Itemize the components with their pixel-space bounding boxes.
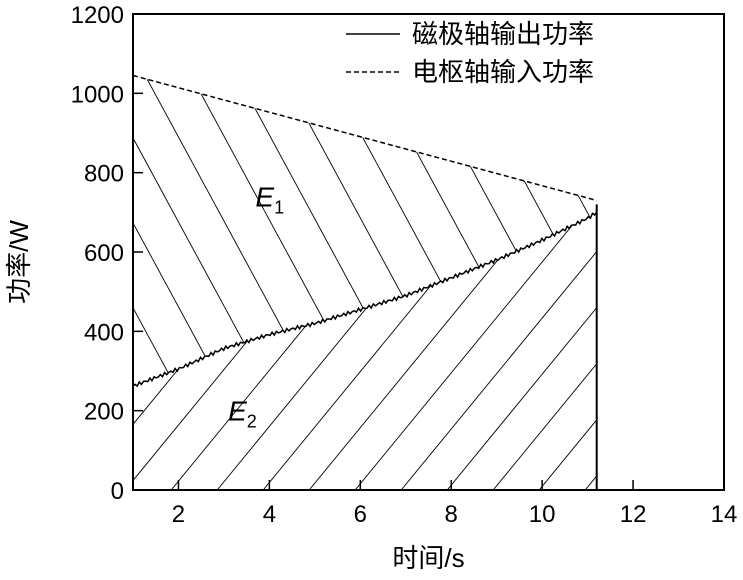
hatch-line xyxy=(376,75,597,387)
region-label-sub: 2 xyxy=(247,412,257,432)
series-line-output xyxy=(132,211,598,388)
hatch-line xyxy=(653,0,743,474)
hatch-line xyxy=(284,75,546,387)
series-lines xyxy=(132,74,598,490)
annotations: E1 E2 xyxy=(228,181,284,431)
hatch-line xyxy=(133,75,270,387)
legend-label: 电枢轴输入功率 xyxy=(412,57,594,87)
hatch-line xyxy=(715,0,743,500)
region-label: E1 xyxy=(255,181,284,217)
hatch-line xyxy=(607,0,743,474)
y-tick-label: 1000 xyxy=(71,81,124,108)
series-line-input xyxy=(132,74,597,202)
y-tick-label: 200 xyxy=(84,399,124,426)
y-axis-label: 功率/W xyxy=(4,220,34,304)
x-tick-label: 8 xyxy=(445,501,458,528)
x-tick-label: 14 xyxy=(711,501,738,528)
hatch-line xyxy=(133,75,362,387)
hatch-line xyxy=(133,211,390,491)
hatch-line xyxy=(669,0,743,500)
x-tick-label: 2 xyxy=(172,501,185,528)
hatch-line xyxy=(699,0,743,474)
y-tick-label: 800 xyxy=(84,161,124,188)
x-tick-label: 6 xyxy=(354,501,367,528)
y-tick-label: 0 xyxy=(111,478,124,505)
region-label-sub: 1 xyxy=(274,197,284,217)
hatch-line xyxy=(484,211,597,491)
hatch-line xyxy=(146,75,408,387)
hatch-line xyxy=(392,211,597,491)
legend-label: 磁极轴输出功率 xyxy=(412,19,594,49)
y-tick-label: 1200 xyxy=(71,2,124,29)
hatch-line xyxy=(133,75,316,387)
hatch-line xyxy=(133,211,344,491)
x-tick-label: 10 xyxy=(529,501,556,528)
hatch-line xyxy=(330,75,592,387)
hatch-line xyxy=(346,211,597,491)
hatch-line xyxy=(438,211,597,491)
hatch-line xyxy=(192,75,454,387)
hatch-line xyxy=(238,75,500,387)
x-tick-label: 4 xyxy=(263,501,276,528)
x-tick-label: 12 xyxy=(620,501,647,528)
y-tick-label: 400 xyxy=(84,319,124,346)
x-axis-label: 时间/s xyxy=(392,543,464,573)
hatch-line xyxy=(576,211,597,491)
y-tick-label: 600 xyxy=(84,240,124,267)
region-label: E2 xyxy=(228,396,257,432)
